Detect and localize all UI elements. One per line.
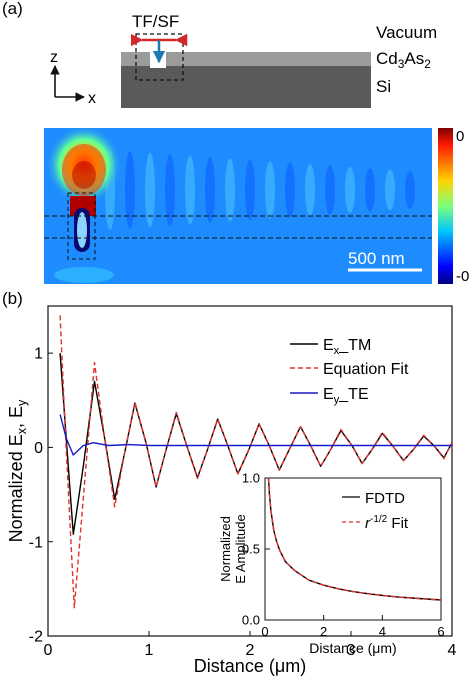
inset-x-tick-label: 2 [320,624,327,639]
panel-a-label: (a) [2,0,23,18]
si-layer [121,66,371,108]
main-legend: Ex_TM Equation Fit Ey_TE [290,337,409,406]
field-map [44,128,432,284]
layer-label-si: Si [376,77,391,96]
main-y-tick-label: -2 [29,629,43,646]
field-map-tfsf-box [67,192,96,260]
field-ripple [205,157,215,223]
main-x-tick-label: 3 [347,642,356,659]
inset-background [265,478,441,620]
field-ripple [245,159,255,221]
z-axis-label: z [50,49,58,66]
field-ripple [325,165,335,215]
inset-y-tick-label: 0.5 [242,542,260,557]
tfsf-label: TF/SF [132,12,179,31]
main-x-tick-label: 1 [145,642,154,659]
field-ripple [165,154,175,226]
main-x-tick-label: 0 [44,642,53,659]
inset-x-tick-label: 4 [379,624,386,639]
layer-label-cd3as2: Cd3As2 [376,49,431,71]
scalebar-label: 500 nm [348,249,405,268]
legend-label-ey-te: Ey_TE [323,386,369,406]
field-ripple [185,155,195,225]
field-ripple [125,151,135,229]
main-series-line-2 [59,414,452,456]
main-x-tick-label: 4 [448,642,457,659]
inset-x-tick-label: 0 [261,624,268,639]
legend-label-r-fit: r-1/2 Fit [365,514,409,532]
x-axis-label: x [88,90,96,107]
main-y-tick-label: 0 [34,440,43,457]
colorbar-bottom-label: -0 [456,268,469,285]
legend-label-ex-tm: Ex_TM [323,337,371,357]
legend-label-equation-fit: Equation Fit [323,361,409,378]
field-ripple [225,158,235,222]
field-ripple [145,152,155,228]
inset-legend: FDTD r-1/2 Fit [342,490,409,532]
main-x-tick-label: 2 [246,642,255,659]
main-y-tick-label: -1 [29,534,43,551]
inset-x-axis-label: Distance (μm) [309,640,396,656]
inset-x-tick-label: 6 [437,624,444,639]
colorbar-top-label: 0 [456,128,464,145]
main-y-tick-label: 1 [34,346,43,363]
field-ripple [305,164,315,216]
main-series-line-1 [59,315,452,609]
field-ripple [345,166,355,214]
cd3as2-layer [121,52,371,66]
field-ripple [365,168,375,212]
inset-y-tick-label: 1.0 [242,471,260,486]
inset-y-axis-label: NormalizedE Amplitude [218,514,248,583]
inset-series-line-1 [267,478,441,601]
layer-label-vacuum: Vacuum [376,23,437,42]
field-ripple [285,162,295,218]
legend-label-fdtd: FDTD [365,490,405,507]
field-ripple [385,169,395,211]
main-y-axis-label: Normalized Ex, Ey [6,399,29,542]
main-x-axis-label: Distance (μm) [194,656,306,676]
field-ripple [405,171,415,209]
inset-y-tick-label: 0.0 [242,613,260,628]
panel-b-label: (b) [2,289,23,308]
field-ripple [265,161,275,219]
colorbar [438,128,453,284]
